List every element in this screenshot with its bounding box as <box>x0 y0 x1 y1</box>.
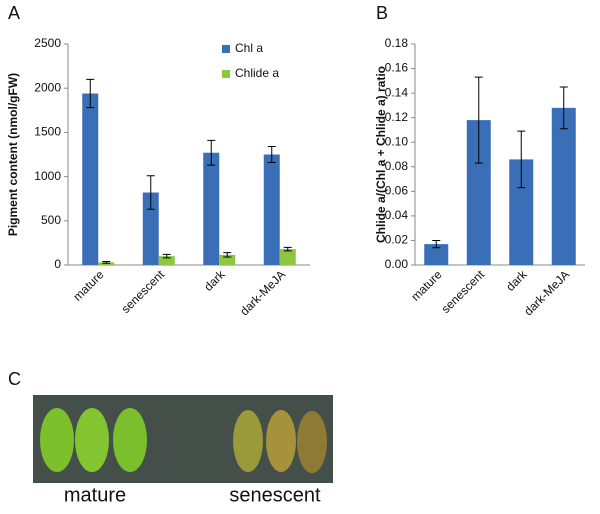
legend-swatch <box>222 70 230 78</box>
photo-caption: mature <box>64 484 126 506</box>
y-tick-label: 2500 <box>34 36 61 50</box>
legend-label: Chlide a <box>235 66 279 80</box>
error-bar <box>283 246 292 252</box>
error-bar <box>86 78 95 109</box>
leaf <box>40 408 74 472</box>
panel-label: B <box>376 3 388 23</box>
error-bar <box>102 260 111 264</box>
y-tick-label: 0.10 <box>385 134 409 148</box>
x-tick-label: senescent <box>119 267 168 316</box>
y-tick-label: 500 <box>41 213 61 227</box>
leaf <box>75 408 109 472</box>
y-tick-label: 0.00 <box>385 257 409 271</box>
y-tick-label: 0.12 <box>385 110 409 124</box>
photo-caption: senescent <box>229 484 321 506</box>
x-tick-label: mature <box>70 267 107 304</box>
x-tick-label: dark-MeJA <box>521 267 572 318</box>
y-tick-label: 0.02 <box>385 233 409 247</box>
error-bar <box>162 253 171 259</box>
error-bar <box>223 252 232 258</box>
panel-label: C <box>8 369 21 389</box>
bar <box>82 93 99 265</box>
leaf <box>113 408 147 472</box>
bar <box>263 154 280 265</box>
y-tick-label: 1500 <box>34 125 61 139</box>
x-tick-label: mature <box>408 267 445 304</box>
y-axis-label: Chlide a/(Chl a + Chlide a) ratio <box>374 66 388 243</box>
error-bar <box>474 76 483 164</box>
y-tick-label: 0.08 <box>385 159 409 173</box>
y-tick-label: 2000 <box>34 80 61 94</box>
y-axis-label: Pigment content (nmol/gFW) <box>6 73 20 236</box>
legend-swatch <box>222 45 230 53</box>
leaf <box>233 410 263 472</box>
bar <box>279 249 296 265</box>
y-tick-label: 0.14 <box>385 85 409 99</box>
bar <box>203 152 220 265</box>
panel-label: A <box>8 3 20 23</box>
error-bar <box>146 175 155 210</box>
bar <box>424 244 449 265</box>
bar <box>142 192 159 265</box>
error-bar <box>432 239 441 249</box>
y-tick-label: 0.04 <box>385 208 409 222</box>
error-bar <box>517 130 526 189</box>
leaf <box>266 410 296 472</box>
bar <box>551 107 576 265</box>
y-tick-label: 0.18 <box>385 36 409 50</box>
bar <box>158 256 175 265</box>
y-tick-label: 0 <box>54 257 61 271</box>
x-tick-label: dark <box>503 267 530 294</box>
error-bar <box>267 146 276 163</box>
error-bar <box>207 139 216 166</box>
legend-label: Chl a <box>235 41 263 55</box>
bar <box>219 254 236 265</box>
x-tick-label: dark <box>201 267 228 294</box>
photo <box>33 395 333 483</box>
y-tick-label: 0.06 <box>385 184 409 198</box>
error-bar <box>559 86 568 130</box>
x-tick-label: senescent <box>439 267 488 316</box>
x-tick-label: dark-MeJA <box>237 267 288 318</box>
leaf <box>297 411 327 473</box>
y-tick-label: 0.16 <box>385 61 409 75</box>
y-tick-label: 1000 <box>34 169 61 183</box>
